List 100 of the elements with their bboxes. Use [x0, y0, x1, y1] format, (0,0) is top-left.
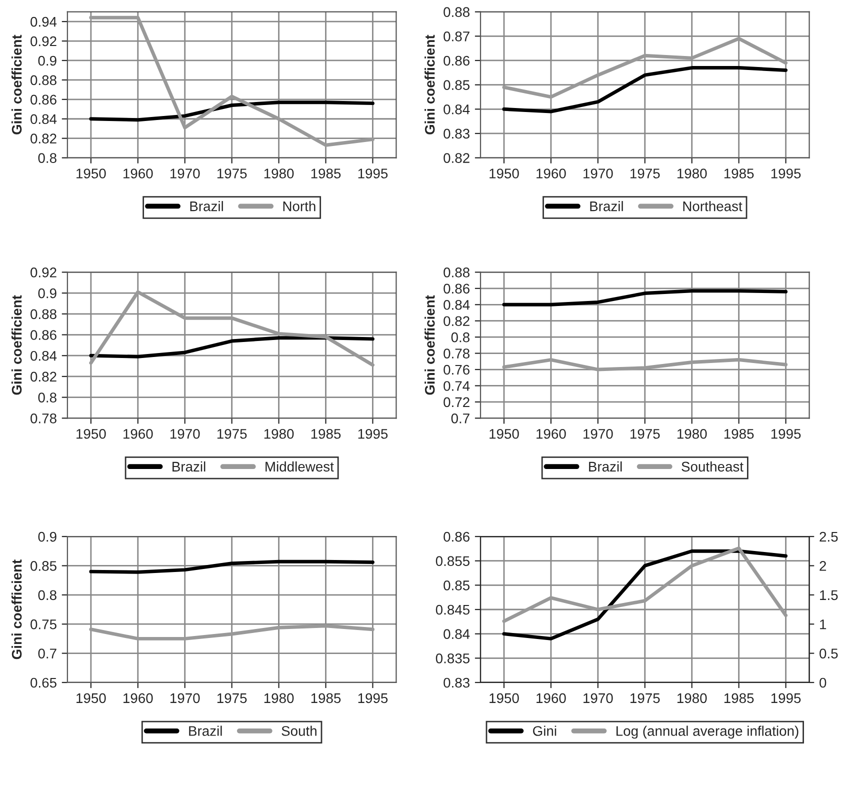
- y-tick-label: 0.86: [444, 56, 470, 66]
- y-tick-label: 0.65: [30, 678, 56, 688]
- legend-label: Log (annual average inflation): [616, 726, 798, 739]
- y-tick-label: 0.86: [444, 284, 470, 294]
- y-tick-label: 0.7: [38, 648, 56, 658]
- y2-tick-label: 1: [820, 620, 826, 630]
- legend-label: Northeast: [683, 201, 742, 212]
- y-axis-title: Gini coefficient: [424, 34, 435, 134]
- x-tick-label: 1975: [217, 428, 247, 439]
- x-tick-label: 1950: [490, 168, 519, 178]
- x-tick-label: 1950: [76, 168, 106, 178]
- legend-label: Brazil: [189, 726, 222, 736]
- y2-tick-label: 0.5: [820, 648, 838, 658]
- y-tick-label: 0.88: [30, 75, 56, 86]
- y-tick-label: 0.84: [30, 114, 57, 124]
- y-tick-label: 0.78: [30, 414, 56, 424]
- legend-label: North: [283, 201, 316, 212]
- y2-tick-label: 0: [820, 678, 826, 688]
- y-tick-label: 0.9: [38, 532, 56, 542]
- y-tick-label: 0.84: [444, 300, 470, 310]
- y-tick-label: 0.8: [38, 392, 56, 402]
- y-tick-label: 0.88: [444, 268, 470, 278]
- y-tick-label: 0.84: [444, 104, 470, 114]
- legend-label: Brazil: [190, 201, 223, 212]
- x-tick-label: 1960: [124, 693, 153, 704]
- x-tick-label: 1950: [76, 428, 106, 439]
- y-tick-label: 0.75: [30, 619, 56, 630]
- y-tick-label: 0.82: [30, 372, 56, 382]
- y-tick-label: 0.86: [444, 532, 470, 542]
- y-tick-label: 0.86: [30, 94, 56, 105]
- y-tick-label: 0.92: [30, 268, 56, 278]
- y-tick-label: 0.94: [30, 16, 57, 27]
- x-tick-label: 1980: [264, 168, 294, 178]
- y-tick-label: 0.845: [436, 604, 470, 615]
- x-tick-label: 1970: [170, 693, 200, 704]
- x-tick-label: 1980: [677, 428, 707, 439]
- x-tick-label: 1995: [771, 693, 801, 704]
- x-tick-label: 1960: [124, 168, 153, 178]
- x-tick-label: 1995: [771, 428, 801, 439]
- y-tick-label: 0.8: [38, 153, 56, 163]
- y-tick-label: 0.76: [444, 364, 470, 375]
- x-tick-label: 1985: [311, 428, 341, 439]
- legend-label: Brazil: [589, 461, 622, 472]
- x-tick-label: 1985: [724, 693, 754, 704]
- y-tick-label: 0.86: [30, 330, 56, 340]
- y-tick-label: 0.78: [444, 348, 470, 358]
- x-tick-label: 1975: [630, 428, 660, 439]
- y-tick-label: 0.72: [444, 397, 470, 408]
- x-tick-label: 1985: [724, 428, 754, 439]
- y-tick-label: 0.87: [444, 31, 470, 42]
- y-tick-label: 0.84: [30, 350, 57, 361]
- y-axis-title: Gini coefficient: [11, 295, 22, 395]
- y-tick-label: 0.85: [444, 80, 470, 90]
- legend-label: Brazil: [172, 461, 206, 472]
- x-tick-label: 1960: [536, 168, 566, 178]
- x-tick-label: 1970: [584, 693, 613, 704]
- x-tick-label: 1970: [584, 168, 613, 178]
- x-tick-label: 1975: [217, 168, 247, 178]
- x-tick-label: 1970: [170, 168, 200, 178]
- y2-tick-label: 2.5: [820, 532, 838, 542]
- y-tick-label: 0.855: [436, 556, 470, 566]
- x-tick-label: 1985: [311, 693, 341, 704]
- y-tick-label: 0.84: [444, 629, 470, 639]
- legend-label: Southeast: [682, 461, 744, 472]
- y-axis-title: Gini coefficient: [424, 295, 435, 395]
- y-tick-label: 0.74: [444, 381, 470, 391]
- y-tick-label: 0.9: [38, 288, 56, 298]
- y2-tick-label: 2: [820, 561, 826, 571]
- x-tick-label: 1960: [124, 428, 153, 439]
- y-tick-label: 0.82: [444, 153, 470, 163]
- y2-tick-label: 1.5: [820, 590, 838, 600]
- y-tick-label: 0.85: [444, 580, 470, 590]
- legend-label: Brazil: [590, 201, 623, 212]
- x-tick-label: 1995: [771, 168, 801, 178]
- legend-label: Gini: [533, 726, 556, 736]
- y-axis-title: Gini coefficient: [11, 34, 22, 134]
- x-tick-label: 1970: [170, 428, 200, 439]
- y-tick-label: 0.7: [451, 414, 470, 424]
- y-tick-label: 0.83: [444, 678, 470, 688]
- y-tick-label: 0.8: [451, 332, 470, 342]
- y-tick-label: 0.88: [30, 309, 56, 320]
- x-tick-label: 1975: [630, 693, 660, 704]
- y-tick-label: 0.83: [444, 128, 470, 139]
- x-tick-label: 1980: [264, 428, 294, 439]
- y-tick-label: 0.8: [38, 590, 56, 600]
- y-axis-title: Gini coefficient: [11, 560, 22, 660]
- x-tick-label: 1950: [76, 693, 106, 704]
- x-tick-label: 1950: [490, 428, 519, 439]
- x-tick-label: 1980: [264, 693, 294, 704]
- y-tick-label: 0.92: [30, 36, 56, 46]
- legend-label: Middlewest: [266, 461, 334, 472]
- x-tick-label: 1985: [724, 168, 754, 178]
- x-tick-label: 1975: [630, 168, 660, 178]
- legend-label: South: [282, 726, 316, 736]
- x-tick-label: 1950: [490, 693, 519, 704]
- x-tick-label: 1960: [536, 428, 566, 439]
- x-tick-label: 1970: [584, 428, 613, 439]
- x-tick-label: 1980: [677, 168, 707, 178]
- x-tick-label: 1980: [677, 693, 707, 704]
- x-tick-label: 1995: [358, 168, 388, 178]
